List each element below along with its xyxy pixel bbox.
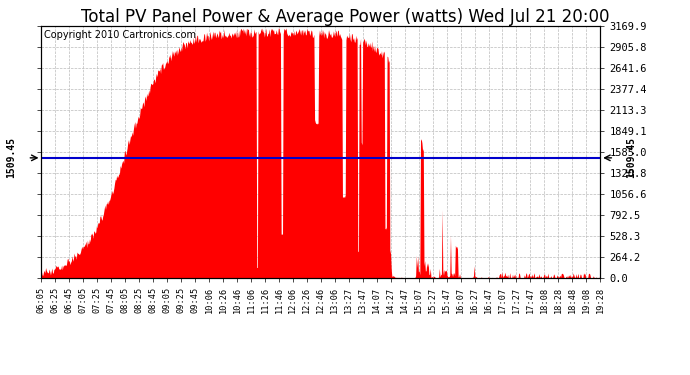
Text: 1509.45: 1509.45 [626, 137, 636, 178]
Text: Total PV Panel Power & Average Power (watts) Wed Jul 21 20:00: Total PV Panel Power & Average Power (wa… [81, 8, 609, 26]
Text: Copyright 2010 Cartronics.com: Copyright 2010 Cartronics.com [44, 30, 196, 40]
Text: 1509.45: 1509.45 [6, 137, 16, 178]
